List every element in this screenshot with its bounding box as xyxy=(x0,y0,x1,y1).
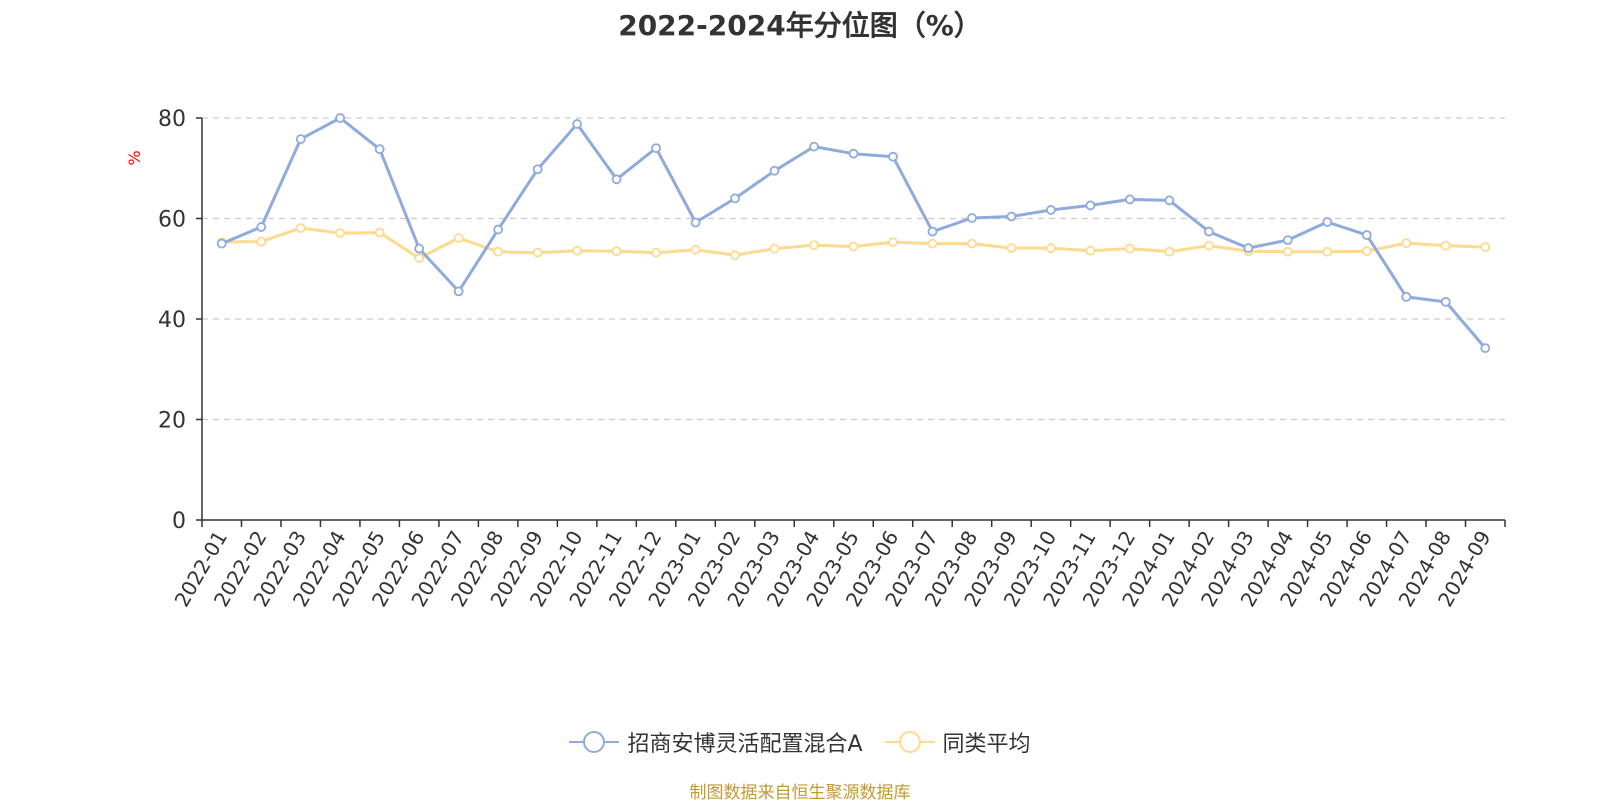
data-point xyxy=(1480,343,1491,354)
data-point xyxy=(1164,246,1175,257)
legend-label-peer-average: 同类平均 xyxy=(942,732,1031,757)
data-point xyxy=(1322,217,1333,227)
source-note: 制图数据来自恒生聚源数据库 xyxy=(689,783,911,803)
legend-marker-fund xyxy=(569,730,620,754)
data-point xyxy=(1006,211,1017,222)
data-point xyxy=(848,241,859,252)
data-point xyxy=(453,233,464,243)
data-point xyxy=(1085,245,1096,256)
data-point xyxy=(1361,230,1372,240)
data-point xyxy=(888,151,898,162)
data-point xyxy=(493,224,504,235)
series xyxy=(216,113,1491,354)
x-axis-ticks: 2022-012022-022022-032022-042022-052022-… xyxy=(169,520,1506,611)
data-point xyxy=(1440,297,1451,307)
data-point xyxy=(651,247,661,258)
legend-label-fund: 招商安博灵活配置混合A xyxy=(627,732,863,757)
data-point xyxy=(809,141,819,152)
data-point xyxy=(1124,194,1135,205)
data-point xyxy=(532,247,543,258)
data-point xyxy=(927,226,938,237)
data-point xyxy=(216,238,227,249)
data-point xyxy=(335,228,346,238)
legend: 招商安博灵活配置混合A 同类平均 xyxy=(0,722,1600,762)
y-tick-label: 60 xyxy=(158,208,186,233)
series-peer-average xyxy=(216,223,1491,264)
data-point xyxy=(1164,195,1175,206)
data-point xyxy=(611,246,622,257)
data-point xyxy=(967,213,977,223)
data-point xyxy=(374,227,385,238)
data-point xyxy=(1282,235,1293,246)
data-point xyxy=(1203,240,1214,251)
data-point xyxy=(611,174,622,185)
data-point xyxy=(1085,200,1096,211)
data-point xyxy=(414,243,425,254)
grid-lines xyxy=(202,117,1505,421)
data-point xyxy=(256,222,267,232)
data-point xyxy=(1361,246,1372,257)
data-point xyxy=(1006,243,1017,254)
y-tick-label: 20 xyxy=(158,409,186,434)
data-point xyxy=(1046,243,1056,254)
data-point xyxy=(690,244,701,255)
data-point xyxy=(1243,243,1254,254)
data-point xyxy=(1401,291,1412,302)
y-axis-ticks: 0 20 40 60 80 xyxy=(158,107,202,534)
data-point xyxy=(1046,205,1056,215)
data-point xyxy=(1124,243,1135,254)
y-tick-label: 40 xyxy=(158,308,186,333)
data-point xyxy=(256,236,267,247)
data-point xyxy=(453,286,464,297)
y-tick-label: 0 xyxy=(172,509,186,534)
y-axis-label: % xyxy=(125,150,144,165)
data-point xyxy=(1282,246,1293,257)
data-point xyxy=(848,148,859,159)
data-point xyxy=(295,134,306,145)
legend-item-peer-average[interactable]: 同类平均 xyxy=(884,726,1031,758)
data-point xyxy=(572,119,583,129)
series-fund xyxy=(216,113,1491,354)
data-point xyxy=(730,193,740,204)
data-point xyxy=(414,253,425,264)
chart-title: 2022-2024年分位图（%） xyxy=(618,9,982,42)
data-point xyxy=(967,238,977,249)
data-point xyxy=(927,238,938,249)
data-point xyxy=(295,223,306,233)
data-point xyxy=(572,245,583,256)
data-point xyxy=(335,113,346,123)
data-point xyxy=(532,164,543,175)
data-point xyxy=(374,144,385,155)
data-point xyxy=(651,143,661,154)
data-point xyxy=(888,237,898,248)
data-point xyxy=(690,217,701,228)
data-point xyxy=(1322,246,1333,257)
legend-item-fund[interactable]: 招商安博灵活配置混合A xyxy=(569,726,863,758)
legend-marker-peer-average xyxy=(884,730,935,754)
data-point xyxy=(1440,240,1451,251)
data-point xyxy=(1480,242,1491,253)
data-point xyxy=(769,243,780,254)
y-tick-label: 80 xyxy=(158,107,186,132)
data-point xyxy=(493,246,504,257)
data-point xyxy=(769,165,780,176)
axes: % xyxy=(125,118,1505,521)
data-point xyxy=(1401,238,1412,249)
data-point xyxy=(1203,226,1214,237)
data-point xyxy=(809,240,819,251)
data-point xyxy=(730,250,740,261)
